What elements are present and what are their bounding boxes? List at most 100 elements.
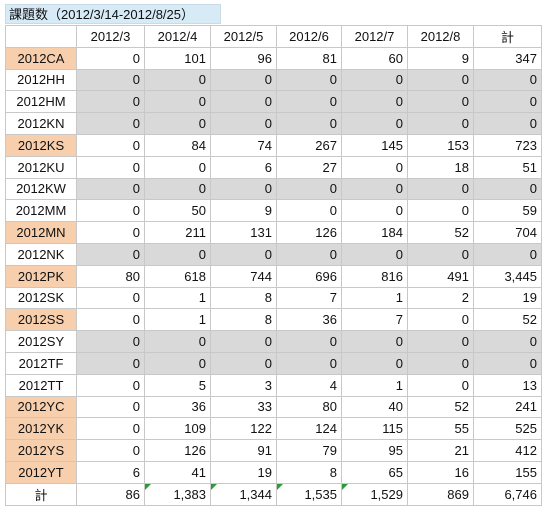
- sheet-title[interactable]: 課題数（2012/3/14-2012/8/25）: [5, 4, 221, 24]
- column-header[interactable]: 2012/6: [276, 25, 342, 48]
- value-cell[interactable]: 0: [276, 199, 342, 223]
- value-cell[interactable]: 0: [76, 417, 145, 441]
- value-cell[interactable]: 0: [407, 199, 474, 223]
- value-cell[interactable]: 0: [341, 199, 408, 223]
- value-cell[interactable]: 18: [407, 155, 474, 179]
- value-cell[interactable]: 0: [473, 68, 542, 92]
- value-cell[interactable]: 0: [473, 112, 542, 135]
- value-cell[interactable]: 80: [76, 264, 145, 288]
- value-cell[interactable]: 816: [341, 264, 408, 288]
- value-cell[interactable]: 0: [144, 155, 211, 179]
- value-cell[interactable]: 0: [341, 330, 408, 353]
- value-cell[interactable]: 267: [276, 133, 342, 157]
- total-value-cell[interactable]: 869: [407, 482, 474, 506]
- value-cell[interactable]: 696: [276, 264, 342, 288]
- value-cell[interactable]: 0: [76, 155, 145, 179]
- value-cell[interactable]: 0: [473, 177, 542, 201]
- value-cell[interactable]: 8: [276, 460, 342, 484]
- value-cell[interactable]: 1: [341, 286, 408, 310]
- value-cell[interactable]: 96: [210, 46, 277, 70]
- value-cell[interactable]: 0: [144, 242, 211, 266]
- row-label-cell[interactable]: 2012YC: [5, 395, 77, 419]
- row-label-cell[interactable]: 2012TT: [5, 373, 77, 397]
- value-cell[interactable]: 6: [76, 460, 145, 484]
- value-cell[interactable]: 95: [341, 439, 408, 462]
- value-cell[interactable]: 55: [407, 417, 474, 441]
- column-header[interactable]: 2012/4: [144, 25, 211, 48]
- value-cell[interactable]: 60: [341, 46, 408, 70]
- value-cell[interactable]: 36: [276, 308, 342, 332]
- value-cell[interactable]: 126: [276, 221, 342, 244]
- value-cell[interactable]: 79: [276, 439, 342, 462]
- row-label-cell[interactable]: 2012MM: [5, 199, 77, 223]
- value-cell[interactable]: 0: [76, 133, 145, 157]
- row-label-cell[interactable]: 2012NK: [5, 242, 77, 266]
- row-label-cell[interactable]: 2012PK: [5, 264, 77, 288]
- value-cell[interactable]: 0: [473, 351, 542, 375]
- value-cell[interactable]: 0: [407, 90, 474, 114]
- value-cell[interactable]: 0: [407, 308, 474, 332]
- value-cell[interactable]: 0: [144, 68, 211, 92]
- value-cell[interactable]: 0: [210, 330, 277, 353]
- value-cell[interactable]: 145: [341, 133, 408, 157]
- value-cell[interactable]: 84: [144, 133, 211, 157]
- value-cell[interactable]: 0: [76, 308, 145, 332]
- value-cell[interactable]: 0: [76, 395, 145, 419]
- row-label-cell[interactable]: 2012SY: [5, 330, 77, 353]
- value-cell[interactable]: 115: [341, 417, 408, 441]
- value-cell[interactable]: 59: [473, 199, 542, 223]
- value-cell[interactable]: 0: [76, 68, 145, 92]
- value-cell[interactable]: 0: [276, 351, 342, 375]
- row-label-cell[interactable]: 2012YK: [5, 417, 77, 441]
- value-cell[interactable]: 0: [144, 330, 211, 353]
- column-header[interactable]: 2012/7: [341, 25, 408, 48]
- value-cell[interactable]: 3: [210, 373, 277, 397]
- value-cell[interactable]: 0: [407, 242, 474, 266]
- row-label-cell[interactable]: 2012KN: [5, 112, 77, 135]
- value-cell[interactable]: 0: [407, 68, 474, 92]
- value-cell[interactable]: 0: [341, 68, 408, 92]
- value-cell[interactable]: 0: [144, 351, 211, 375]
- value-cell[interactable]: 101: [144, 46, 211, 70]
- value-cell[interactable]: 5: [144, 373, 211, 397]
- value-cell[interactable]: 0: [76, 351, 145, 375]
- value-cell[interactable]: 3,445: [473, 264, 542, 288]
- row-label-cell[interactable]: 2012HM: [5, 90, 77, 114]
- value-cell[interactable]: 704: [473, 221, 542, 244]
- value-cell[interactable]: 131: [210, 221, 277, 244]
- value-cell[interactable]: 122: [210, 417, 277, 441]
- value-cell[interactable]: 0: [76, 221, 145, 244]
- value-cell[interactable]: 1: [144, 286, 211, 310]
- value-cell[interactable]: 0: [276, 90, 342, 114]
- value-cell[interactable]: 525: [473, 417, 542, 441]
- row-label-cell[interactable]: 2012SK: [5, 286, 77, 310]
- column-header[interactable]: 2012/8: [407, 25, 474, 48]
- row-label-cell[interactable]: 2012KS: [5, 133, 77, 157]
- value-cell[interactable]: 27: [276, 155, 342, 179]
- value-cell[interactable]: 2: [407, 286, 474, 310]
- value-cell[interactable]: 19: [210, 460, 277, 484]
- row-label-cell[interactable]: 2012MN: [5, 221, 77, 244]
- value-cell[interactable]: 184: [341, 221, 408, 244]
- value-cell[interactable]: 491: [407, 264, 474, 288]
- value-cell[interactable]: 0: [276, 330, 342, 353]
- value-cell[interactable]: 0: [341, 242, 408, 266]
- value-cell[interactable]: 412: [473, 439, 542, 462]
- value-cell[interactable]: 74: [210, 133, 277, 157]
- value-cell[interactable]: 0: [144, 90, 211, 114]
- value-cell[interactable]: 16: [407, 460, 474, 484]
- value-cell[interactable]: 0: [341, 351, 408, 375]
- total-value-cell[interactable]: 6,746: [473, 482, 542, 506]
- total-value-cell[interactable]: 1,344: [210, 482, 277, 506]
- value-cell[interactable]: 1: [144, 308, 211, 332]
- value-cell[interactable]: 0: [473, 90, 542, 114]
- value-cell[interactable]: 50: [144, 199, 211, 223]
- value-cell[interactable]: 0: [341, 177, 408, 201]
- value-cell[interactable]: 41: [144, 460, 211, 484]
- row-label-cell[interactable]: 2012KW: [5, 177, 77, 201]
- value-cell[interactable]: 0: [76, 439, 145, 462]
- value-cell[interactable]: 0: [76, 330, 145, 353]
- value-cell[interactable]: 0: [76, 46, 145, 70]
- value-cell[interactable]: 8: [210, 308, 277, 332]
- row-label-cell[interactable]: 2012HH: [5, 68, 77, 92]
